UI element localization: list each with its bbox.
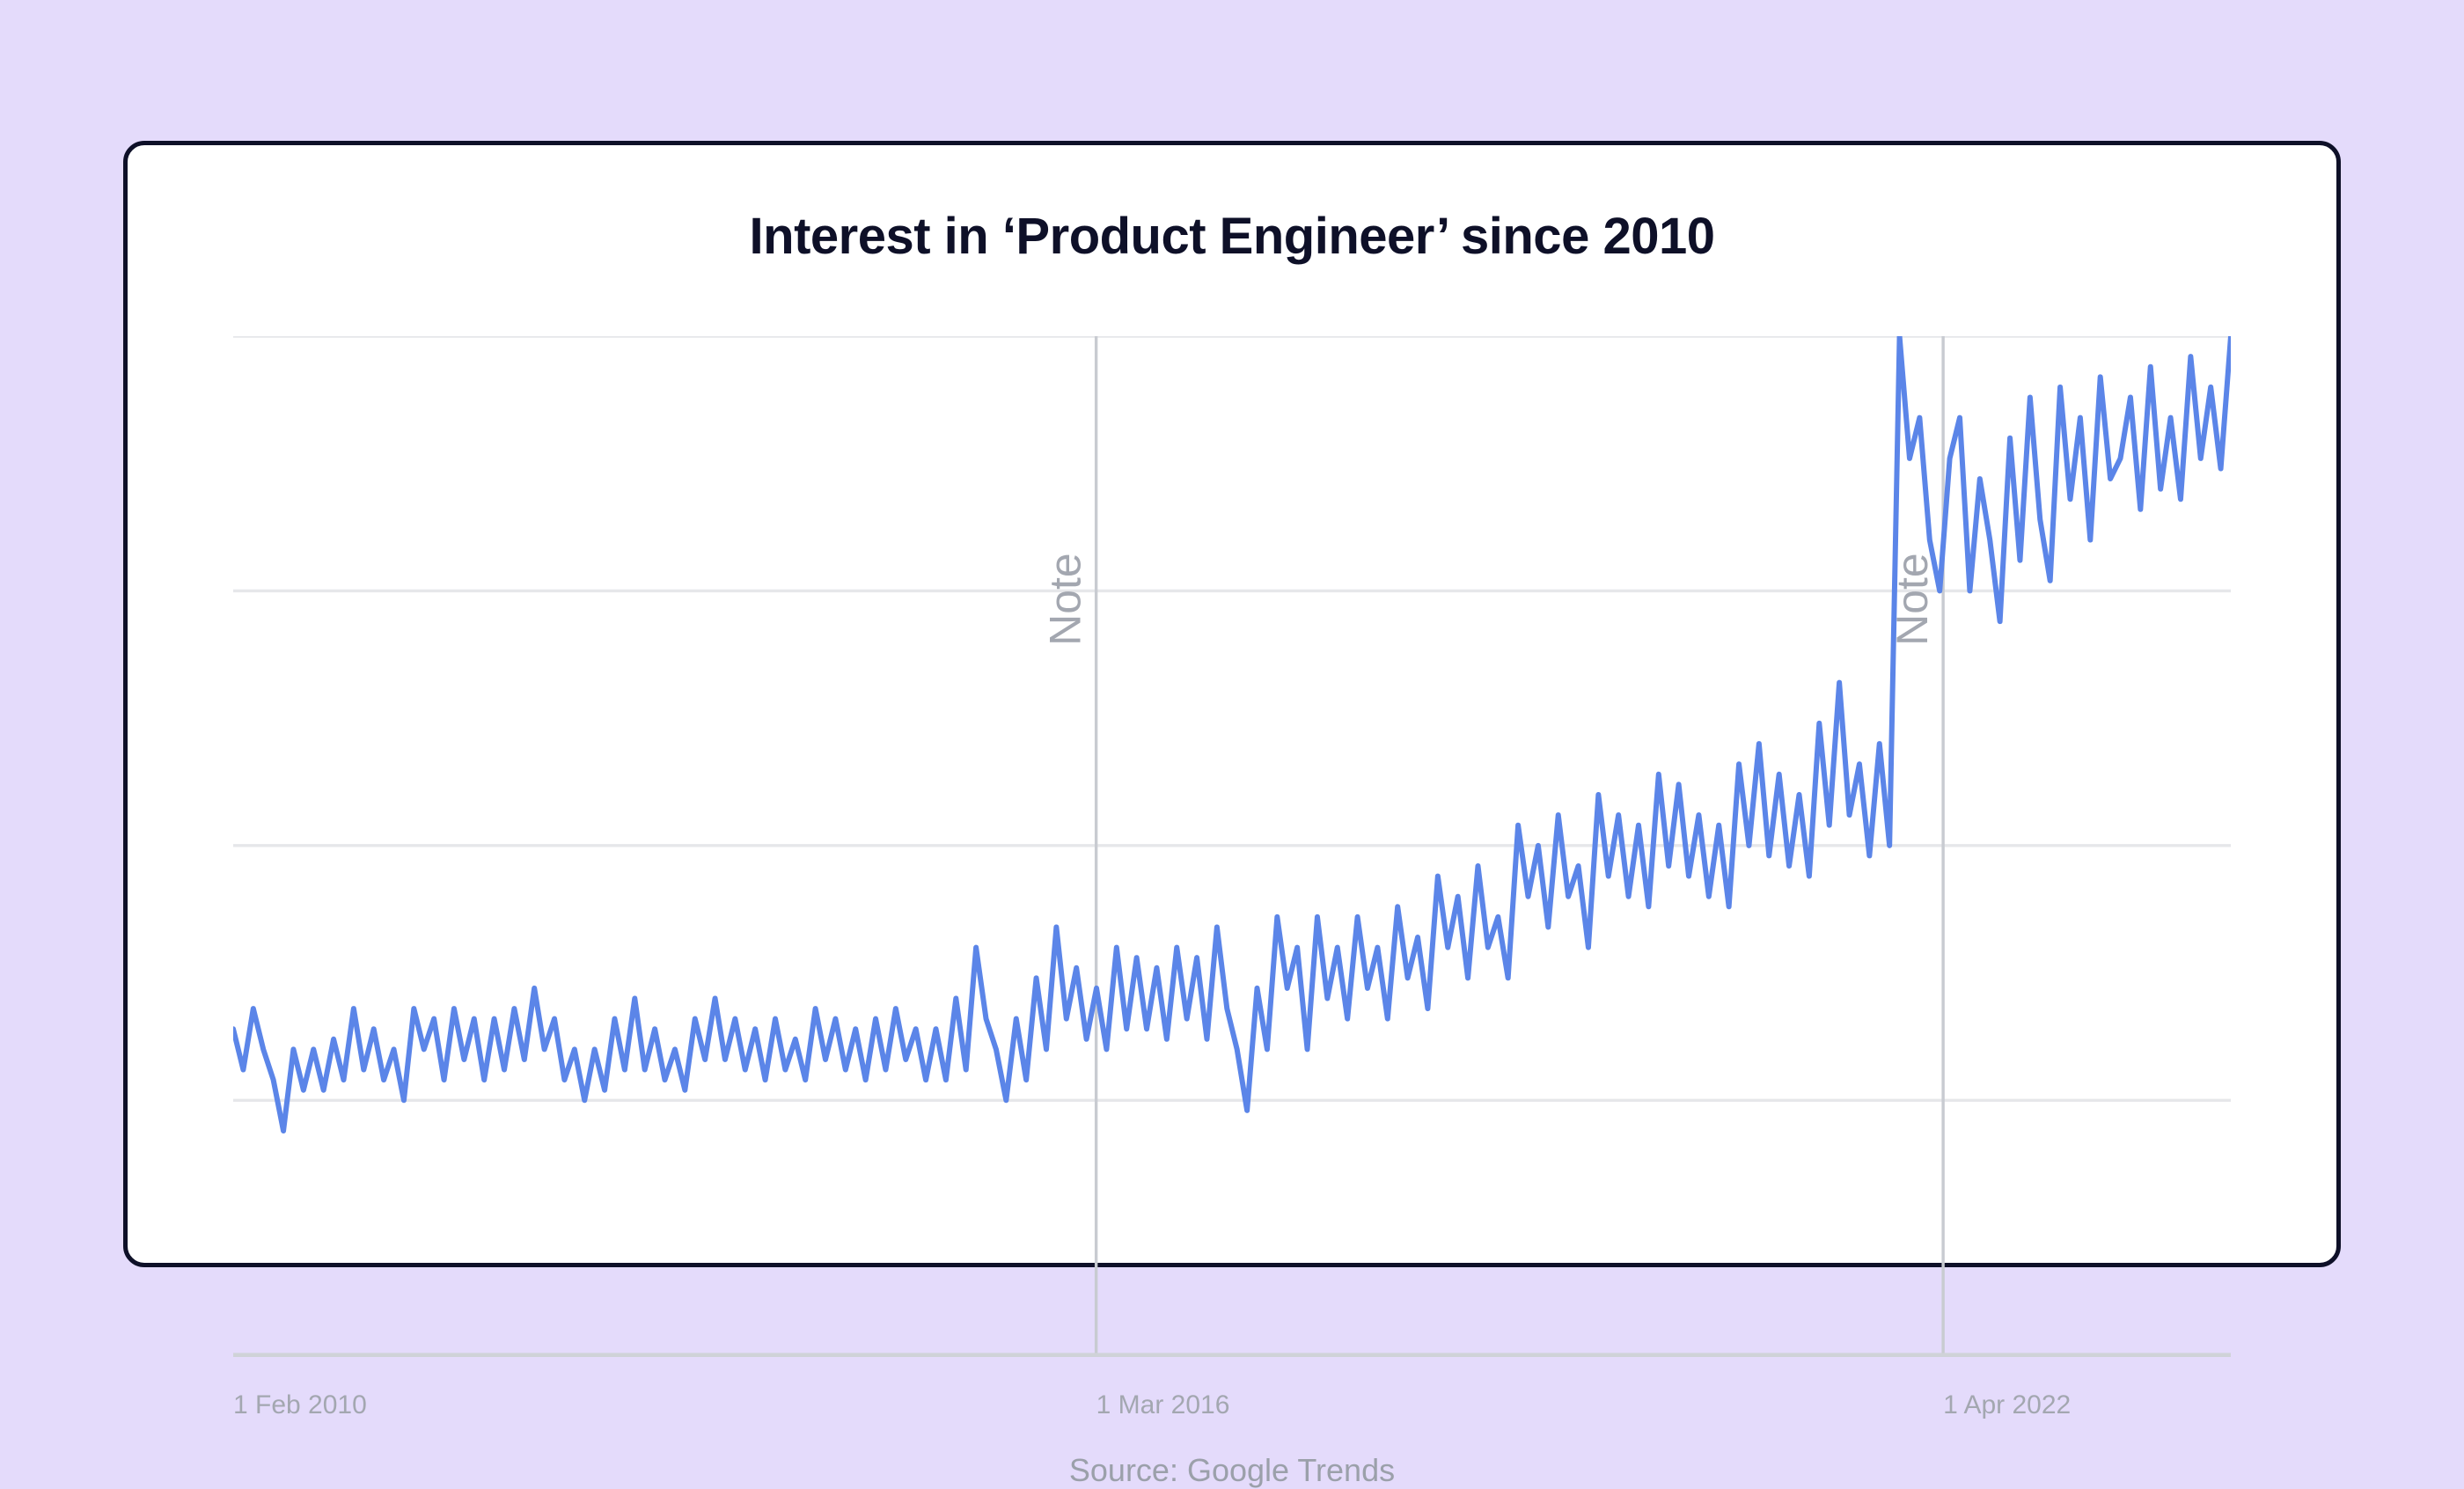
x-axis-label: 1 Apr 2022 <box>1943 1390 2071 1420</box>
chart-card: Interest in ‘Product Engineer’ since 201… <box>123 141 2341 1267</box>
x-axis-label: 1 Feb 2010 <box>233 1390 367 1420</box>
chart-plot-area: NoteNote <box>233 336 2231 1375</box>
chart-source: Source: Google Trends <box>198 1452 2266 1489</box>
note-marker-label: Note <box>1040 553 1089 645</box>
chart-title: Interest in ‘Product Engineer’ since 201… <box>198 207 2266 266</box>
x-axis-label: 1 Mar 2016 <box>1096 1390 1230 1420</box>
line-chart-svg: NoteNote <box>233 336 2231 1375</box>
trend-line <box>233 336 2231 1131</box>
